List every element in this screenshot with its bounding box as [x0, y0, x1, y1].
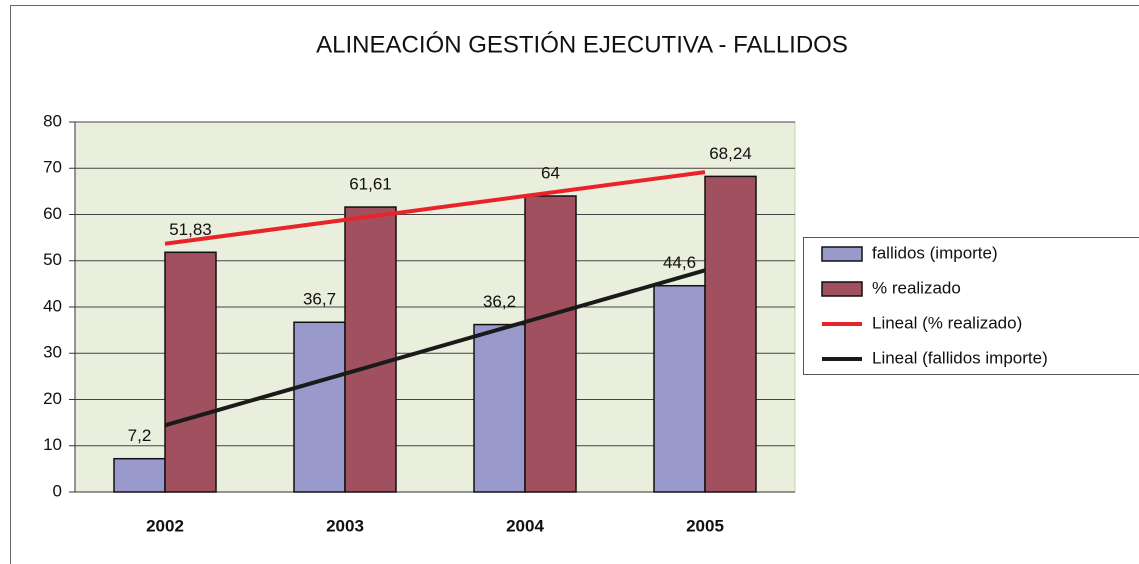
x-tick-label: 2005	[686, 516, 724, 535]
legend-label: % realizado	[872, 278, 961, 297]
y-tick-label: 20	[43, 389, 62, 408]
y-tick-label: 0	[53, 481, 62, 500]
y-tick-label: 70	[43, 158, 62, 177]
legend-swatch	[821, 246, 863, 262]
bar	[164, 251, 217, 493]
legend-swatch	[821, 281, 863, 297]
y-tick-label: 30	[43, 343, 62, 362]
y-tick-label: 10	[43, 435, 62, 454]
data-label: 7,2	[128, 426, 152, 445]
x-tick-label: 2003	[326, 516, 364, 535]
data-label: 51,83	[169, 220, 212, 239]
bar	[653, 284, 706, 493]
bar	[704, 175, 757, 493]
data-label: 36,2	[483, 292, 516, 311]
y-tick-label: 50	[43, 250, 62, 269]
data-label: 68,24	[709, 144, 752, 163]
y-tick-label: 60	[43, 204, 62, 223]
bar	[473, 323, 526, 493]
x-tick-label: 2002	[146, 516, 184, 535]
y-tick-label: 40	[43, 296, 62, 315]
x-tick-label: 2004	[506, 516, 544, 535]
legend-label: Lineal (fallidos importe)	[872, 348, 1048, 367]
data-label: 64	[541, 163, 560, 182]
data-label: 36,7	[303, 290, 336, 309]
trend-line	[164, 170, 706, 246]
trend-line	[164, 268, 706, 428]
legend-label: Lineal (% realizado)	[872, 313, 1022, 332]
data-label: 44,6	[663, 253, 696, 272]
bar	[524, 195, 577, 493]
bar	[293, 321, 346, 493]
legend	[803, 237, 1139, 375]
bar	[113, 457, 166, 493]
bar	[344, 206, 397, 493]
data-label: 61,61	[349, 175, 392, 194]
y-tick-label: 80	[43, 111, 62, 130]
chart-title: ALINEACIÓN GESTIÓN EJECUTIVA - FALLIDOS	[316, 31, 848, 58]
legend-label: fallidos (importe)	[872, 243, 998, 262]
